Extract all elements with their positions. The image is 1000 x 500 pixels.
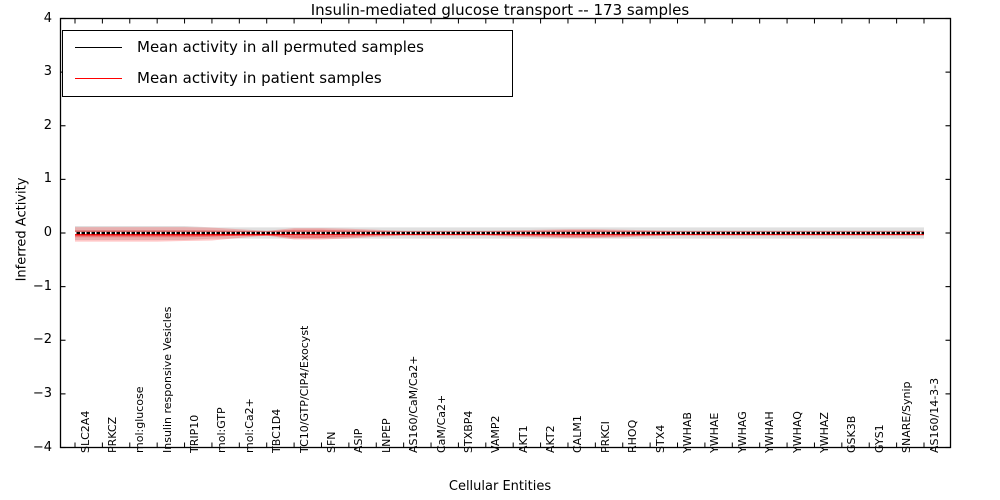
- legend[interactable]: Mean activity in all permuted samples Me…: [62, 30, 513, 97]
- x-tick-label: mol:glucose: [133, 386, 147, 453]
- x-tick-label: SNARE/Synip: [900, 380, 914, 453]
- chart-title: Insulin-mediated glucose transport -- 17…: [310, 1, 690, 19]
- x-tick-label: AS160/14-3-3: [927, 377, 941, 453]
- y-tick-label: −2: [32, 332, 52, 348]
- x-tick-label: YWHAB: [681, 411, 695, 453]
- y-tick-label: 1: [43, 171, 52, 187]
- x-tick-label: TBC1D4: [270, 408, 284, 453]
- legend-swatch-patient: [75, 78, 122, 79]
- legend-swatch-permuted: [75, 47, 122, 48]
- x-tick-label: YWHAH: [763, 410, 777, 453]
- x-tick-label: SFN: [324, 430, 338, 453]
- x-tick-label: PRKCI: [598, 420, 612, 453]
- x-tick-label: CaM/Ca2+: [434, 394, 448, 453]
- y-tick-label: 4: [43, 10, 52, 26]
- tick-marks: [60, 17, 951, 449]
- x-tick-label: ASIP: [352, 428, 366, 453]
- x-tick-label: VAMP2: [489, 415, 503, 453]
- x-tick-label: AKT1: [516, 424, 530, 453]
- x-tick-label: SLC2A4: [78, 410, 92, 453]
- x-tick-label: YWHAZ: [817, 411, 831, 453]
- x-tick-label: TC10/GTP/CIP4/Exocyst: [297, 325, 311, 453]
- x-tick-label: STX4: [653, 424, 667, 453]
- legend-label-patient: Mean activity in patient samples: [137, 69, 382, 87]
- y-tick-label: −1: [32, 278, 52, 294]
- x-tick-label: GYS1: [872, 423, 886, 453]
- series-line-layer: [75, 231, 924, 236]
- legend-entry-patient[interactable]: Mean activity in patient samples: [63, 64, 512, 94]
- x-tick-label: Insulin responsive Vesicles: [160, 306, 174, 453]
- x-tick-label: RHOQ: [626, 419, 640, 453]
- x-tick-label: CALM1: [571, 414, 585, 453]
- y-tick-label: −3: [32, 385, 52, 401]
- x-tick-label: STXBP4: [461, 410, 475, 453]
- legend-entry-permuted[interactable]: Mean activity in all permuted samples: [63, 33, 512, 63]
- x-tick-label: AS160/CaM/Ca2+: [407, 355, 421, 453]
- x-tick-label: PRKCZ: [105, 416, 119, 453]
- x-axis-label: Cellular Entities: [448, 479, 552, 494]
- legend-label-permuted: Mean activity in all permuted samples: [137, 38, 424, 56]
- x-tick-label: YWHAE: [708, 412, 722, 453]
- x-tick-label: AKT2: [544, 424, 558, 453]
- y-tick-label: 0: [43, 225, 52, 240]
- x-tick-label: YWHAG: [735, 410, 749, 453]
- x-tick-label: TRIP10: [188, 414, 202, 453]
- x-tick-label: YWHAQ: [790, 410, 804, 453]
- x-tick-label: GSK3B: [845, 415, 859, 453]
- y-tick-label: −4: [32, 439, 52, 455]
- x-tick-label: mol:Ca2+: [242, 397, 256, 453]
- y-tick-label: 3: [43, 64, 52, 80]
- x-tick-label: mol:GTP: [215, 406, 229, 453]
- y-tick-label: 2: [43, 117, 52, 133]
- x-tick-label: LNPEP: [379, 417, 393, 453]
